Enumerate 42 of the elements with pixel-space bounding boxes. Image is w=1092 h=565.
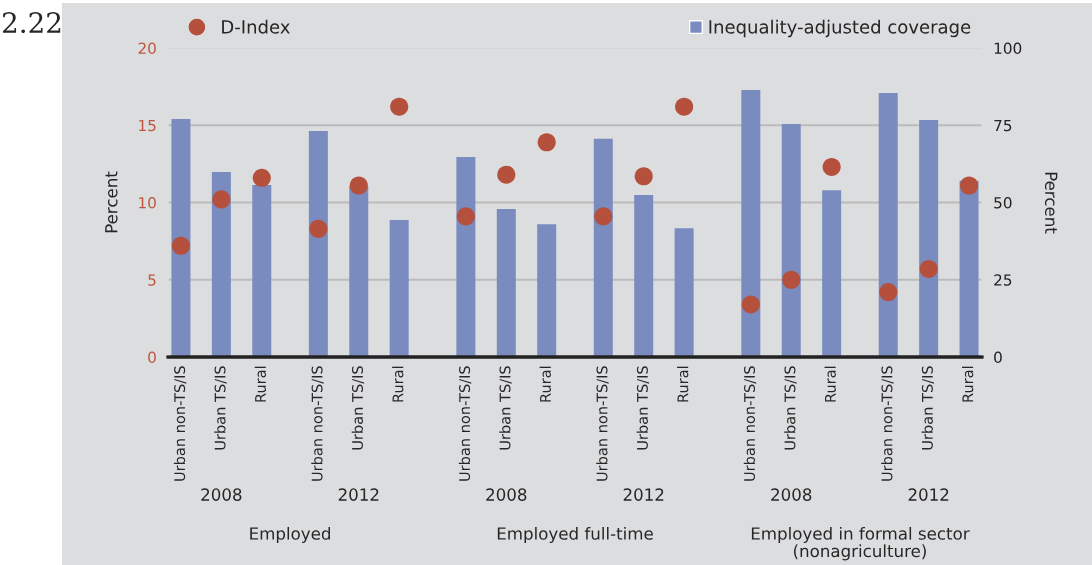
y-tick-label: 5 [148, 274, 156, 286]
x-tick-label: Urban non-TS/IS [311, 366, 324, 481]
x-tick-label: Rural [254, 366, 266, 402]
x-tick-label: Rural [539, 366, 551, 402]
x-tick-label: Urban TS/IS [214, 366, 227, 450]
text: Employed [250, 526, 330, 544]
x-tick-label: Rural [824, 366, 836, 402]
y-tick-label: 20 [138, 42, 156, 55]
text: 2008 [486, 488, 527, 501]
x-tick-label: Urban non-TS/IS [596, 366, 609, 481]
x-tick-label: Urban non-TS/IS [881, 366, 894, 481]
text: 2012 [338, 488, 379, 501]
x-tick-label: Urban TS/IS [351, 366, 365, 450]
x-tick-label: Urban TS/IS [499, 366, 512, 450]
y2-axis-title: Percent [1044, 172, 1058, 234]
y-tick-label: 10 [139, 196, 156, 209]
legend-label: Inequality-adjusted coverage [709, 19, 971, 38]
x-tick-label: Rural [392, 366, 404, 402]
text: Employed in formal sector (nonagriculture) [751, 526, 970, 561]
text: 2008 [201, 488, 242, 501]
text: 2012 [623, 488, 664, 501]
x-tick-label: Urban TS/IS [921, 366, 935, 450]
x-tick-label: Rural [677, 366, 689, 402]
y-tick-label: 0 [148, 351, 156, 364]
x-tick-label: Urban TS/IS [636, 366, 650, 450]
y2-tick-label: 25 [994, 274, 1012, 286]
y2-tick-label: 75 [994, 119, 1012, 132]
x-tick-label: Urban TS/IS [784, 366, 797, 450]
y2-tick-label: 0 [994, 351, 1002, 364]
text: 2.22 [2, 12, 61, 34]
text: 2012 [908, 488, 949, 501]
y2-tick-label: 50 [994, 196, 1012, 209]
x-tick-label: Urban non-TS/IS [743, 366, 757, 481]
text: 2008 [771, 488, 812, 501]
x-tick-label: Urban non-TS/IS [173, 366, 187, 481]
y2-tick-label: 100 [994, 42, 1022, 55]
y-axis-title: Percent [105, 171, 118, 233]
y-tick-label: 15 [139, 119, 156, 132]
text: Employed full-time [497, 526, 653, 544]
legend-label: D-Index [222, 19, 290, 34]
x-tick-label: Rural [962, 366, 974, 402]
x-tick-label: Urban non-TS/IS [458, 366, 472, 481]
